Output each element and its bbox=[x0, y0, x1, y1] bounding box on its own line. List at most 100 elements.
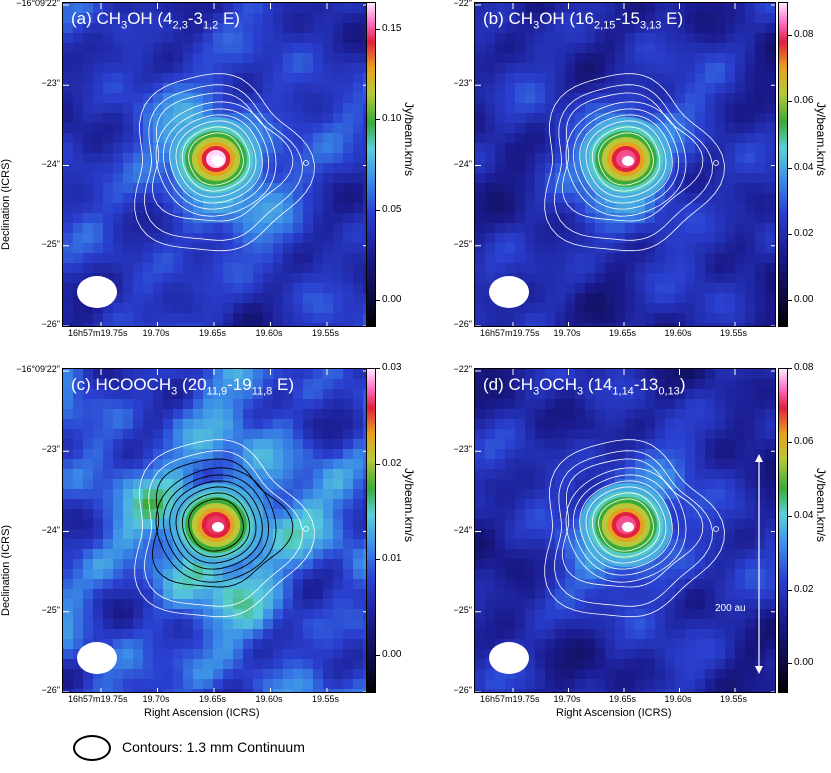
continuum-contour-1 bbox=[181, 492, 251, 558]
scale-bar-arrow-down-icon bbox=[755, 666, 763, 674]
colorbar-tick-mark bbox=[376, 463, 380, 465]
colorbar-tick-mark bbox=[376, 299, 380, 301]
y-tick-label: −23" bbox=[41, 444, 60, 455]
source-peak bbox=[622, 522, 634, 532]
continuum-contour-1 bbox=[591, 492, 661, 558]
colorbar-label: Jy/beam.km/s bbox=[814, 102, 828, 177]
x-tick-label: 19.55s bbox=[312, 694, 340, 704]
continuum-contour-6 bbox=[562, 92, 704, 222]
colorbar-label: Jy/beam.km/s bbox=[814, 468, 828, 543]
panel-title-1: (b) CH3OH (162,15-153,13 E) bbox=[483, 9, 683, 31]
secondary-source-contour bbox=[713, 160, 719, 166]
x-tick-label: 19.60s bbox=[255, 694, 283, 704]
colorbar-tick-label: 0.05 bbox=[382, 203, 402, 215]
noise-layer-0 bbox=[63, 3, 367, 326]
y-tick-label: −22" bbox=[453, 364, 472, 374]
continuum-contour-3 bbox=[579, 114, 673, 204]
title-part-pre: (a) CH bbox=[71, 9, 122, 28]
continuum-contour-0 bbox=[598, 132, 654, 186]
continuum-contour-8 bbox=[134, 73, 315, 252]
contour-legend-ellipse-icon bbox=[73, 735, 111, 761]
colorbar-tick-mark bbox=[788, 300, 792, 302]
continuum-contour-3 bbox=[169, 480, 263, 570]
panel-title-3: (d) CH3OCH3 (141,14-130,13) bbox=[483, 375, 685, 397]
y-tick-label: −24" bbox=[41, 158, 60, 169]
y-tick-label: −23" bbox=[453, 444, 472, 455]
y-tick-label: −16°09'22" bbox=[16, 0, 60, 8]
title-part-mid: OH (16 bbox=[539, 9, 594, 28]
colorbar-tick-label: 0.00 bbox=[794, 294, 814, 306]
y-tick-label: −25" bbox=[41, 604, 60, 615]
source-peak bbox=[212, 156, 224, 166]
beam-ellipse bbox=[77, 642, 117, 674]
map-panel-3: 200 au (d) CH3OCH3 (141,14-130,13) bbox=[474, 368, 776, 693]
beam-ellipse bbox=[77, 276, 117, 308]
colorbar-tick-mark bbox=[788, 35, 792, 37]
colorbar-tick-label: 0.04 bbox=[794, 509, 814, 521]
emission-map-0 bbox=[63, 3, 367, 326]
continuum-contour-7 bbox=[554, 84, 713, 241]
continuum-contour-4 bbox=[572, 108, 680, 210]
title-part-s1: 3 bbox=[171, 385, 178, 398]
continuum-contour-1 bbox=[181, 126, 251, 192]
continuum-contour-2 bbox=[585, 120, 667, 198]
colorbar-tick-mark bbox=[376, 209, 380, 211]
emission-map-1 bbox=[475, 3, 775, 326]
colorbar-tick-mark bbox=[376, 559, 380, 561]
title-part-pre: (b) CH bbox=[483, 9, 534, 28]
continuum-contour-8 bbox=[544, 73, 725, 252]
title-part-post2: ) bbox=[679, 375, 686, 394]
x-tick-label: 19.65s bbox=[609, 694, 637, 704]
y-tick-label: −25" bbox=[453, 604, 472, 615]
colorbar-tick-label: 0.02 bbox=[382, 457, 402, 469]
x-tick-label: 19.60s bbox=[664, 328, 692, 338]
colorbar-2 bbox=[366, 368, 376, 693]
y-axis-label: Declination (ICRS) bbox=[0, 158, 12, 250]
title-part-mid: (20 bbox=[177, 375, 207, 394]
continuum-contour-7 bbox=[144, 84, 303, 241]
continuum-contour-7 bbox=[144, 450, 303, 607]
x-axis-label: Right Ascension (ICRS) bbox=[144, 707, 260, 719]
continuum-contour-0 bbox=[188, 132, 244, 186]
colorbar-3 bbox=[778, 368, 788, 693]
continuum-contour-3 bbox=[169, 114, 263, 204]
secondary-source-contour bbox=[303, 526, 309, 532]
y-tick-label: −25" bbox=[453, 238, 472, 249]
continuum-contour-2 bbox=[585, 486, 667, 564]
source-peak bbox=[212, 522, 224, 532]
contour-legend-text: Contours: 1.3 mm Continuum bbox=[122, 739, 305, 755]
colorbar-tick-label: 0.03 bbox=[382, 362, 402, 373]
title-part-s4: 0,13 bbox=[658, 385, 680, 398]
continuum-contour-4 bbox=[572, 474, 680, 576]
continuum-contour-6 bbox=[152, 92, 294, 222]
title-part-s1: 3 bbox=[121, 19, 128, 32]
noise-layer-2 bbox=[63, 369, 367, 692]
colorbar-tick-mark bbox=[788, 234, 792, 236]
scale-bar-label: 200 au bbox=[715, 603, 746, 614]
continuum-contour-5 bbox=[155, 467, 277, 583]
title-part-mid: OCH bbox=[539, 375, 577, 394]
continuum-contour-4 bbox=[162, 108, 270, 210]
secondary-source-contour bbox=[713, 526, 719, 532]
colorbar-tick-label: 0.00 bbox=[382, 648, 402, 660]
colorbar-tick-mark bbox=[376, 119, 380, 121]
colorbar-0 bbox=[366, 2, 376, 327]
title-part-post: -13 bbox=[633, 375, 659, 394]
y-tick-label: −26" bbox=[41, 685, 60, 695]
colorbar-tick-label: 0.00 bbox=[382, 293, 402, 305]
secondary-source-contour bbox=[303, 160, 309, 166]
colorbar-tick-label: 0.01 bbox=[382, 553, 402, 565]
colorbar-tick-label: 0.06 bbox=[794, 435, 814, 447]
x-tick-label: 19.70s bbox=[142, 328, 170, 338]
colorbar-tick-label: 0.00 bbox=[794, 657, 814, 669]
colorbar-tick-mark bbox=[788, 101, 792, 103]
title-part-mid2: -3 bbox=[187, 9, 203, 28]
x-tick-label: 16h57m19.75s bbox=[480, 328, 540, 338]
panel-title-0: (a) CH3OH (42,3-31,2 E) bbox=[71, 9, 240, 31]
scale-bar-arrow-up-icon bbox=[755, 454, 763, 462]
x-tick-label: 19.55s bbox=[720, 328, 748, 338]
continuum-contour-1 bbox=[591, 126, 661, 192]
emission-map-2 bbox=[63, 369, 367, 692]
x-tick-label: 19.65s bbox=[199, 328, 227, 338]
x-tick-label: 19.70s bbox=[142, 694, 170, 704]
